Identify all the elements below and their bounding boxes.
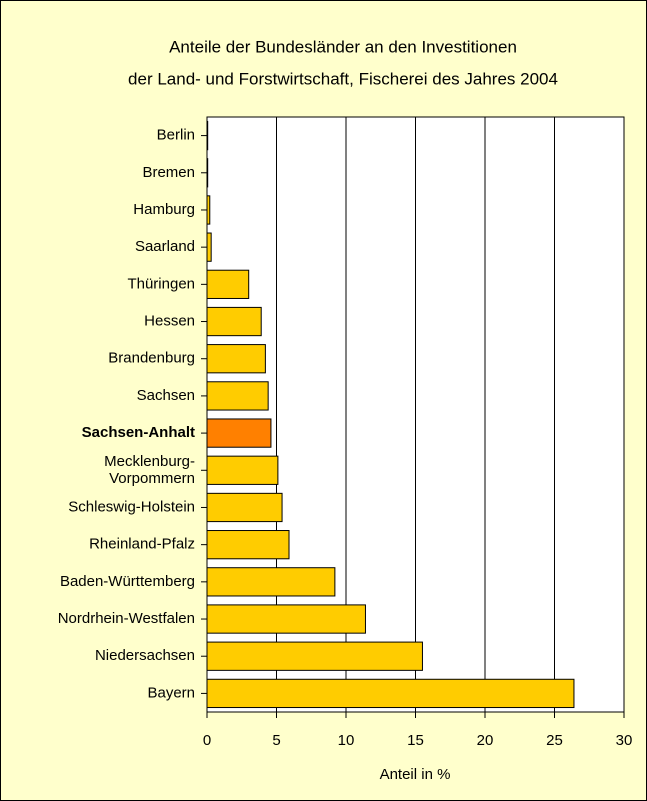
bar	[206, 418, 272, 448]
plot-border	[206, 116, 625, 713]
bar	[206, 306, 262, 337]
y-tick-label: Niedersachsen	[95, 647, 195, 664]
y-tick-label: Thüringen	[127, 275, 195, 292]
bar	[206, 492, 283, 523]
y-tick-label: Saarland	[135, 238, 195, 255]
y-tick-label: Hamburg	[133, 201, 195, 218]
x-tick-label: 25	[546, 732, 563, 749]
y-tick-label: Sachsen-Anhalt	[82, 424, 195, 441]
x-tick-label: 20	[477, 732, 494, 749]
y-tick-label: Schleswig-Holstein	[68, 498, 195, 515]
y-tick-label: Bremen	[142, 164, 195, 181]
y-tick-label: Bayern	[147, 684, 195, 701]
bar	[206, 641, 423, 671]
bar	[206, 158, 209, 188]
bar	[206, 604, 366, 634]
bar	[206, 381, 269, 411]
x-tick-label: 10	[338, 732, 355, 749]
bar	[206, 678, 575, 709]
chart-title: Anteile der Bundesländer an den Investit…	[169, 37, 517, 56]
x-tick-label: 0	[203, 732, 211, 749]
chart-title: der Land- und Forstwirtschaft, Fischerei…	[128, 69, 558, 88]
y-tick-label: Mecklenburg-Vorpommern	[104, 453, 195, 487]
bar	[206, 269, 250, 299]
bar	[206, 195, 211, 225]
y-tick-label: Nordrhein-Westfalen	[58, 610, 195, 627]
y-tick-label: Rheinland-Pfalz	[89, 536, 195, 553]
x-axis-label: Anteil in %	[380, 766, 451, 783]
bar	[206, 232, 212, 262]
y-tick-label: Berlin	[157, 127, 195, 144]
x-tick-label: 30	[616, 732, 633, 749]
bar	[206, 530, 290, 560]
bar	[206, 455, 279, 485]
bar	[206, 120, 209, 151]
y-tick-label: Hessen	[144, 313, 195, 330]
bar	[206, 567, 336, 597]
bar	[206, 344, 266, 374]
x-tick-label: 15	[407, 732, 424, 749]
y-tick-label: Sachsen	[137, 387, 195, 404]
y-tick-label: Baden-Württemberg	[60, 573, 195, 590]
y-tick-label: Brandenburg	[108, 350, 195, 367]
x-tick-label: 5	[272, 732, 280, 749]
